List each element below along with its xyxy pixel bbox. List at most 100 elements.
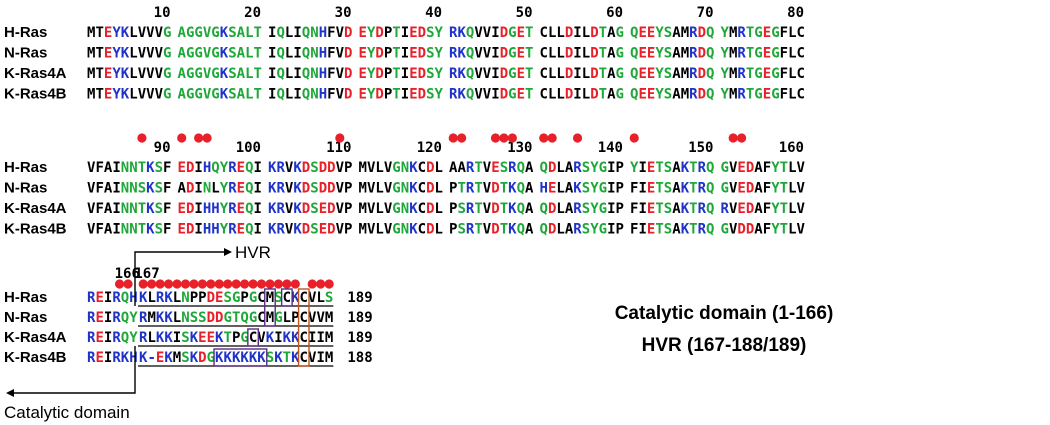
modification-site-dot	[539, 133, 549, 143]
sequence-segment: CLLDILDTAG	[540, 87, 624, 103]
modification-site-dot	[123, 279, 133, 289]
protein-label: K-Ras4A	[4, 65, 67, 82]
sequence-segment: KRVKDSEDVP	[268, 222, 352, 238]
legend-hvr: HVR (167-188/189)	[642, 335, 807, 356]
sequence-segment: RVEDAFYTLV	[721, 201, 806, 217]
catalytic-arrow-line	[12, 346, 136, 394]
sequence-segment: PSRTVDTKQA	[449, 222, 534, 238]
modification-site-dot	[335, 133, 345, 143]
palmitoylation-site-box	[264, 288, 276, 327]
modification-site-dot	[231, 279, 241, 289]
hvr-arrowhead	[224, 248, 232, 256]
sequence-segment: IQLIQNHFVD	[268, 87, 352, 103]
hvr-sequence-segment: KLRKLNPPDESGPGCMSCKCVLS	[139, 290, 333, 306]
protein-label: N-Ras	[4, 45, 47, 62]
modification-site-dot	[114, 279, 125, 289]
position-number: 60	[606, 5, 623, 21]
alignment-block-2: 90 100 110 120 130 140 150 160 H-Ras VFAINNTKSF ED…	[4, 133, 806, 238]
sequence-segment: VFAINNTKSF	[87, 201, 171, 217]
sequence-segment: QDLARSYGIP	[540, 201, 624, 217]
sequence-segment: YIETSAKTRQ	[630, 160, 714, 176]
protein-label: K-Ras4A	[4, 329, 67, 346]
modification-site-dot	[547, 133, 557, 143]
protein-label: H-Ras	[4, 289, 47, 306]
position-number: 90	[154, 140, 171, 156]
hvr-sequence-segment: RLKKISKEEKTPGCVKIKKCIIM	[139, 330, 333, 346]
sequence-segment: REIRQY	[87, 330, 138, 346]
modification-site-dot	[256, 279, 267, 289]
modification-site-dot	[248, 279, 258, 289]
modification-site-dot	[177, 133, 187, 143]
domain-legend: Catalytic domain (1-166) HVR (167-188/18…	[615, 303, 834, 356]
sequence-segment: QEEYSAMRDQ	[630, 66, 714, 82]
sequence-segment: YMRTGEGFLC	[721, 66, 805, 82]
modification-site-dot	[307, 279, 317, 289]
alignment-blocks: 10 20 30 40 50 60 70 80 H-Ras MTEYKLVVVG AGGVGKSAL…	[4, 5, 806, 238]
sequence-segment: QDLARSYGIP	[540, 222, 624, 238]
position-number: 70	[697, 5, 714, 21]
modification-site-dot	[138, 279, 148, 289]
sequence-segment: YMRTGEGFLC	[721, 25, 805, 41]
sequence-segment: EYDPTIEDSY	[359, 87, 444, 103]
sequence-segment: MTEYKLVVVG	[87, 66, 171, 82]
modification-site-dot	[197, 279, 207, 289]
sequence-segment: EYDPTIEDSY	[359, 66, 444, 82]
sequence-segment: YMRTGEGFLC	[721, 46, 805, 62]
sequence-segment: RKQVVIDGET	[449, 46, 533, 62]
sequence-segment: IQLIQNHFVD	[268, 66, 352, 82]
modification-site-dot	[202, 133, 212, 143]
polybasic-region-box	[213, 348, 268, 367]
modification-site-dot	[499, 133, 509, 143]
position-number: 140	[598, 140, 623, 156]
protein-label: H-Ras	[4, 24, 47, 41]
sequence-segment: EDIHHYREQI	[178, 201, 262, 217]
modification-site-dot	[194, 133, 204, 143]
sequence-segment: QEEYSAMRDQ	[630, 46, 714, 62]
legend-catalytic-domain: Catalytic domain (1-166)	[615, 303, 834, 324]
modification-site-dot	[223, 279, 233, 289]
sequence-segment: KRVKDSDDVP	[268, 160, 352, 176]
modification-site-dot	[147, 279, 157, 289]
modification-site-dot	[572, 133, 583, 143]
modification-site-dot	[737, 133, 747, 143]
sequence-segment: EDIHHYREQI	[178, 222, 262, 238]
position-number: 130	[507, 140, 532, 156]
modification-site-dot	[189, 279, 199, 289]
end-position-number: 188	[347, 350, 372, 366]
sequence-segment: ADINLYREQI	[178, 181, 262, 197]
modification-site-dot	[180, 279, 191, 289]
hvr-label: HVR	[235, 243, 271, 262]
sequence-segment: GVEDAFYTLV	[721, 181, 806, 197]
protein-label: K-Ras4B	[4, 86, 67, 103]
sequence-segment: KRVKDSEDVP	[268, 201, 352, 217]
sequence-segment: YMRTGEGFLC	[721, 87, 805, 103]
sequence-segment: AGGVGKSALT	[178, 66, 262, 82]
modification-site-dot	[172, 279, 182, 289]
catalytic-domain-label: Catalytic domain	[4, 403, 130, 422]
end-position-number: 189	[347, 290, 372, 306]
protein-label: K-Ras4B	[4, 221, 67, 238]
position-number: 150	[688, 140, 713, 156]
sequence-segment: RKQVVIDGET	[449, 66, 533, 82]
modification-site-dot	[457, 133, 467, 143]
sequence-segment: AGGVGKSALT	[178, 87, 262, 103]
modification-site-dot	[214, 279, 224, 289]
sequence-segment: FIETSAKTRQ	[630, 181, 714, 197]
sequence-segment: EDIHQYREQI	[178, 160, 262, 176]
sequence-segment: MVLVGNKCDL	[359, 201, 443, 217]
position-number: 20	[244, 5, 261, 21]
protein-label: K-Ras4B	[4, 349, 67, 366]
modification-site-dot	[448, 133, 458, 143]
sequence-segment: AARTVESRQA	[449, 160, 534, 176]
farnesylation-site-box	[297, 288, 310, 367]
sequence-segment: REIRQH	[87, 290, 138, 306]
modification-site-dot	[265, 279, 275, 289]
modification-site-dot	[490, 133, 501, 143]
alignment-block-1: 10 20 30 40 50 60 70 80 H-Ras MTEYKLVVVG AGGVGKSAL…	[4, 5, 805, 103]
protein-label: H-Ras	[4, 159, 47, 176]
sequence-segment: QDLARSYGIP	[540, 160, 624, 176]
sequence-segment: GVDDAFYTLV	[721, 222, 806, 238]
sequence-segment: RKQVVIDGET	[449, 25, 533, 41]
position-number: 166	[115, 266, 140, 282]
sequence-segment: CLLDILDTAG	[540, 25, 624, 41]
